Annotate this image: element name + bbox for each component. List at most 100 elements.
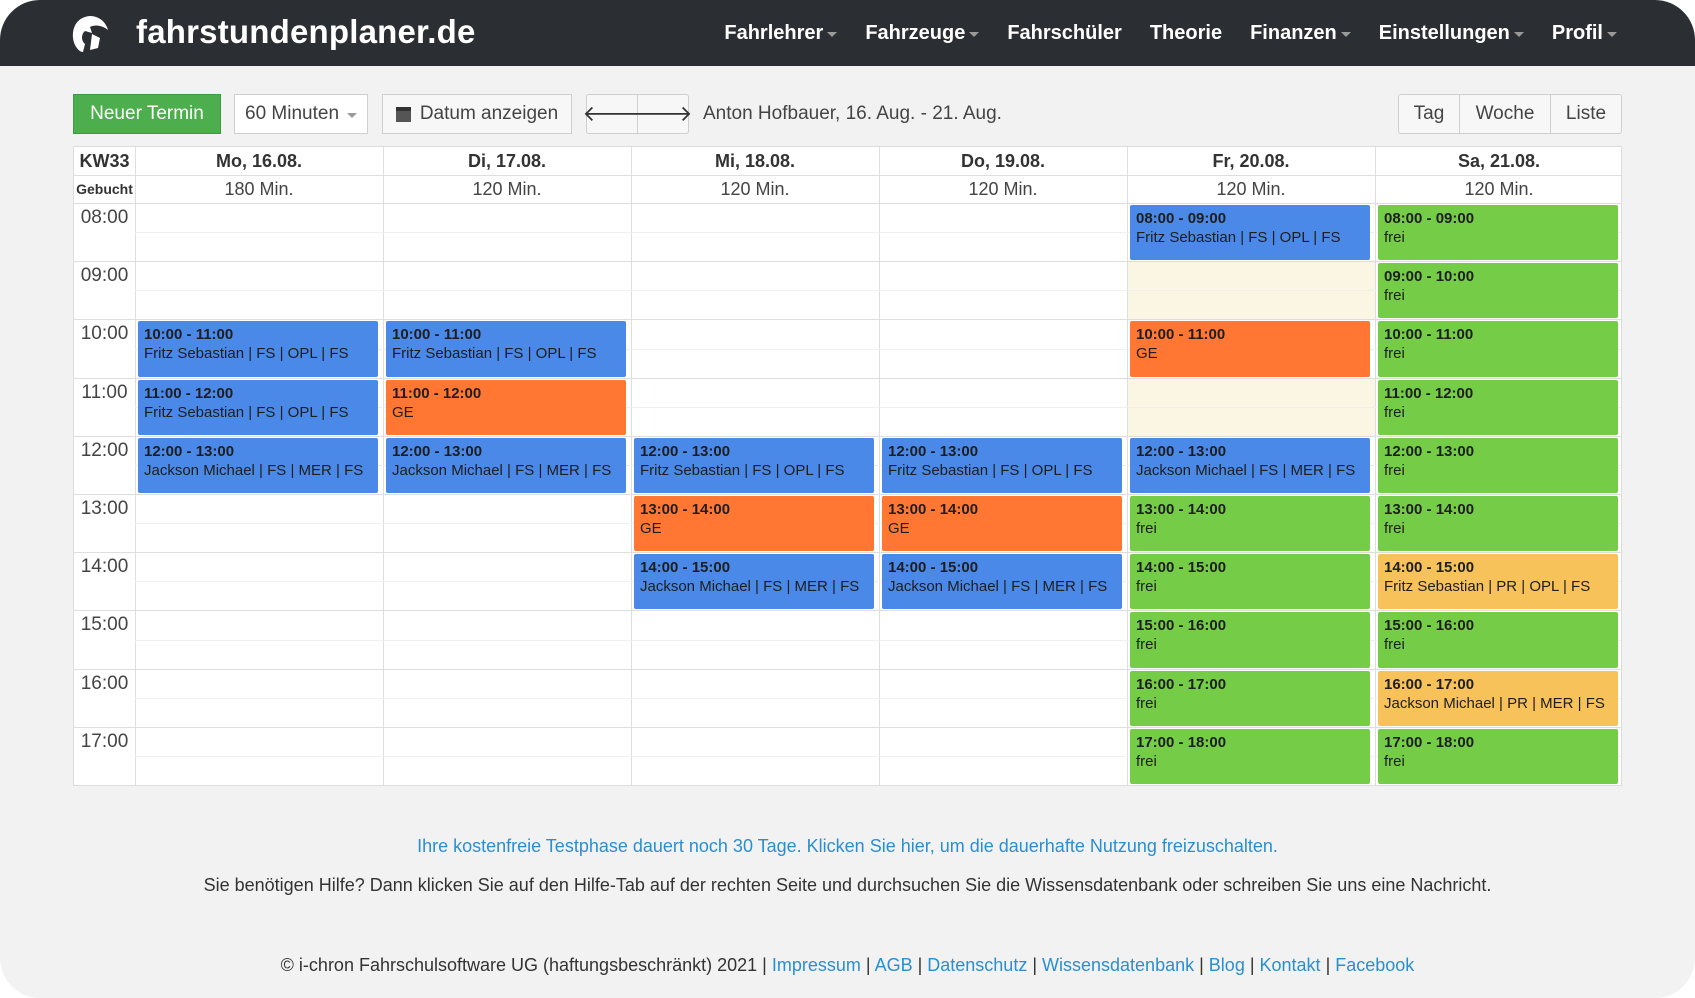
chevron-down-icon (1607, 31, 1617, 37)
event-time: 15:00 - 16:00 (1136, 617, 1227, 635)
event-description: GE (888, 520, 910, 537)
footer-link-datenschutz[interactable]: Datenschutz (927, 955, 1028, 975)
calendar-event[interactable]: 17:00 - 18:00 frei (1130, 728, 1370, 784)
hour-divider (74, 552, 1621, 554)
grid-column-divider (383, 147, 384, 785)
calendar-event[interactable]: 13:00 - 14:00 GE (634, 496, 874, 552)
event-time: 14:00 - 15:00 (1136, 559, 1227, 577)
duration-value: 60 Minuten (245, 103, 340, 124)
event-description: Fritz Sebastian | FS | OPL | FS (144, 345, 349, 363)
calendar-event[interactable]: 17:00 - 18:00 frei (1378, 728, 1618, 784)
nav-item-fahrlehrer[interactable]: Fahrlehrer (724, 22, 838, 45)
nav-item-label: Theorie (1149, 21, 1223, 44)
view-week-button[interactable]: Woche (1459, 94, 1551, 134)
footer-link-impressum[interactable]: Impressum (771, 955, 861, 975)
day-booked-minutes: 120 Min. (472, 178, 542, 199)
calendar-event[interactable]: 16:00 - 17:00 Jackson Michael | PR | MER … (1378, 670, 1618, 726)
calendar-event[interactable]: 09:00 - 10:00 frei (1378, 263, 1618, 319)
footer-separator: | (1027, 955, 1043, 975)
helmet-logo-icon[interactable] (70, 14, 112, 54)
event-description: Fritz Sebastian | FS | OPL | FS (888, 461, 1093, 479)
help-text: Sie benötigen Hilfe? Dann klicken Sie au… (203, 875, 1492, 895)
event-time: 14:00 - 15:00 (888, 559, 979, 577)
calendar-event[interactable]: 14:00 - 15:00 Fritz Sebastian | PR | OPL … (1378, 554, 1618, 610)
calendar-event[interactable]: 11:00 - 12:00 Fritz Sebastian | FS | OPL … (138, 379, 378, 435)
event-time: 11:00 - 12:00 (1384, 384, 1474, 402)
new-appointment-label: Neuer Termin (90, 103, 204, 124)
hour-divider (74, 203, 1621, 204)
calendar-event[interactable]: 12:00 - 13:00 Jackson Michael | FS | MER … (138, 437, 378, 493)
footer-separator: | (860, 955, 875, 975)
hour-divider (74, 494, 1621, 495)
nav-item-profil[interactable]: Profil (1552, 22, 1617, 45)
event-time: 13:00 - 14:00 (640, 501, 731, 518)
calendar-event[interactable]: 08:00 - 09:00 Fritz Sebastian | FS | OPL … (1130, 205, 1370, 261)
footer-link-wissensdatenbank[interactable]: Wissensdatenbank (1042, 955, 1195, 975)
half-hour-divider (135, 697, 1621, 699)
calendar-event[interactable]: 10:00 - 11:00 GE (1130, 321, 1370, 377)
footer-link-kontakt[interactable]: Kontakt (1259, 955, 1321, 975)
show-date-button[interactable]: Datum anzeigen (382, 94, 572, 134)
nav-item-einstellungen[interactable]: Einstellungen (1379, 22, 1524, 45)
nav-item-theorie[interactable]: Theorie (1150, 22, 1222, 45)
day-header[interactable]: Mi, 18.08. (714, 150, 796, 171)
calendar-event[interactable]: 13:00 - 14:00 GE (882, 496, 1122, 552)
calendar-event[interactable]: 11:00 - 12:00 frei (1378, 379, 1618, 435)
event-description: Jackson Michael | FS | MER | FS (888, 578, 1108, 596)
next-week-button[interactable]: 🡒 (634, 94, 693, 134)
event-description: Fritz Sebastian | PR | OPL | FS (1384, 578, 1591, 596)
footer-link-agb[interactable]: AGB (874, 955, 913, 975)
calendar-event[interactable]: 13:00 - 14:00 frei (1130, 496, 1370, 552)
event-description: Fritz Sebastian | FS | OPL | FS (144, 403, 349, 421)
calendar-event[interactable]: 10:00 - 11:00 Fritz Sebastian | FS | OPL … (386, 321, 626, 377)
event-time: 12:00 - 13:00 (640, 442, 731, 460)
duration-select[interactable]: 60 Minuten (234, 94, 368, 134)
event-description: frei (1384, 345, 1405, 363)
hour-divider (74, 435, 1621, 437)
view-list-button[interactable]: Liste (1550, 94, 1622, 134)
footer-link-facebook[interactable]: Facebook (1335, 955, 1415, 975)
event-description: Fritz Sebastian | FS | OPL | FS (1136, 229, 1341, 246)
calendar-event[interactable]: 12:00 - 13:00 Fritz Sebastian | FS | OPL … (634, 437, 874, 493)
calendar-event[interactable]: 10:00 - 11:00 Fritz Sebastian | FS | OPL … (138, 321, 378, 377)
nav-item-fahrschüler[interactable]: Fahrschüler (1007, 22, 1121, 45)
footer-link-blog[interactable]: Blog (1208, 955, 1245, 975)
week-number: KW33 (79, 150, 130, 171)
date-range-label: Anton Hofbauer, 16. Aug. - 21. Aug. (703, 103, 1002, 124)
time-label: 12:00 (80, 439, 129, 461)
calendar-event[interactable]: 15:00 - 16:00 frei (1130, 612, 1370, 668)
half-hour-divider (135, 464, 1621, 466)
calendar-event[interactable]: 10:00 - 11:00 frei (1378, 321, 1618, 377)
footer-separator: | (1194, 955, 1209, 975)
trial-notice-link[interactable]: Ihre kostenfreie Testphase dauert noch 3… (417, 836, 1278, 856)
event-description: GE (640, 520, 662, 537)
day-header[interactable]: Mo, 16.08. (215, 150, 303, 171)
calendar-event[interactable]: 14:00 - 15:00 Jackson Michael | FS | MER … (882, 554, 1122, 610)
day-header[interactable]: Do, 19.08. (960, 150, 1046, 171)
hour-divider (74, 319, 1621, 321)
event-description: Fritz Sebastian | FS | OPL | FS (640, 461, 845, 479)
day-header[interactable]: Di, 17.08. (467, 150, 547, 171)
calendar-event[interactable]: 12:00 - 13:00 Jackson Michael | FS | MER … (1130, 437, 1370, 493)
calendar-event[interactable]: 13:00 - 14:00 frei (1378, 496, 1618, 552)
grid-column-divider (1127, 147, 1128, 785)
calendar-event[interactable]: 12:00 - 13:00 Jackson Michael | FS | MER … (386, 437, 626, 493)
brand-name[interactable]: fahrstundenplaner.de (136, 13, 476, 50)
calendar-event[interactable]: 11:00 - 12:00 GE (386, 379, 626, 435)
event-time: 11:00 - 12:00 (144, 384, 234, 402)
calendar-event[interactable]: 15:00 - 16:00 frei (1378, 612, 1618, 668)
new-appointment-button[interactable]: Neuer Termin (73, 94, 221, 134)
day-header[interactable]: Sa, 21.08. (1457, 150, 1541, 171)
calendar-event[interactable]: 12:00 - 13:00 frei (1378, 437, 1618, 493)
nav-item-fahrzeuge[interactable]: Fahrzeuge (865, 22, 980, 45)
calendar-event[interactable]: 14:00 - 15:00 frei (1130, 554, 1370, 610)
calendar-event[interactable]: 14:00 - 15:00 Jackson Michael | FS | MER … (634, 554, 874, 610)
view-day-button[interactable]: Tag (1398, 94, 1460, 134)
previous-week-button[interactable]: 🡐 (583, 94, 642, 134)
calendar-event[interactable]: 16:00 - 17:00 frei (1130, 670, 1370, 726)
calendar-event[interactable]: 08:00 - 09:00 frei (1378, 205, 1618, 261)
day-header[interactable]: Fr, 20.08. (1212, 150, 1290, 171)
calendar-event[interactable]: 12:00 - 13:00 Fritz Sebastian | FS | OPL … (882, 437, 1122, 493)
event-description: Jackson Michael | PR | MER | FS (1384, 694, 1605, 712)
nav-item-finanzen[interactable]: Finanzen (1250, 22, 1351, 45)
